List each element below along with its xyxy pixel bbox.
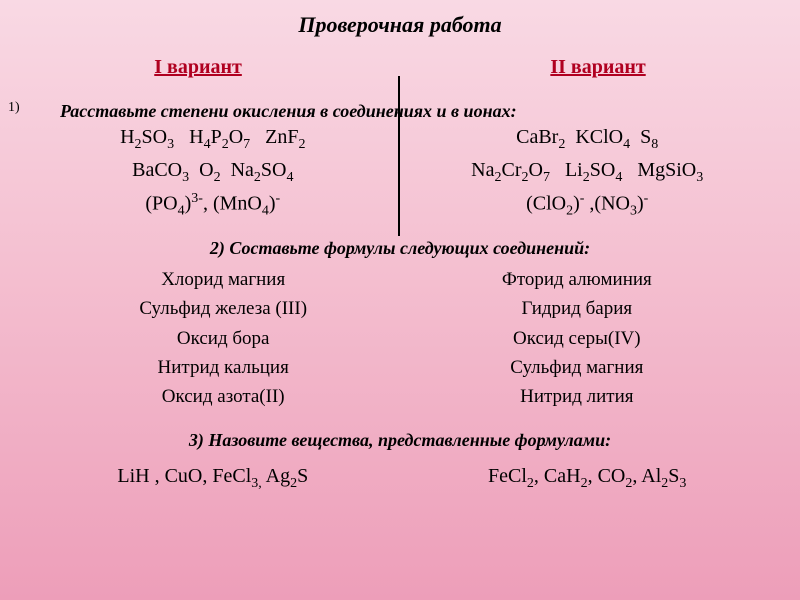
t1-left-line1: H2SO3 H4P2O7 ZnF2 xyxy=(40,122,386,155)
task1-right: CaBr2 KClO4 S8 Na2Cr2O7 Li2SO4 MgSiO3 (C… xyxy=(414,122,760,222)
t1-right-line2: Na2Cr2O7 Li2SO4 MgSiO3 xyxy=(414,155,760,188)
name-l2: Оксид бора xyxy=(60,324,386,353)
t1-left-line3: (PO4)3-, (MnO4)- xyxy=(40,188,386,222)
variants-row: I вариант II вариант xyxy=(0,56,800,79)
name-l0: Хлорид магния xyxy=(60,265,386,294)
task3-right: FeCl2, CaH2, CO2, Al2S3 xyxy=(414,465,760,492)
name-r1: Гидрид бария xyxy=(414,294,740,323)
t1-right-line3: (ClO2)- ,(NO3)- xyxy=(414,188,760,222)
task2-right: Фторид алюминия Гидрид бария Оксид серы(… xyxy=(414,265,740,412)
name-l1: Сульфид железа (III) xyxy=(60,294,386,323)
name-r4: Нитрид лития xyxy=(414,382,740,411)
t1-left-line2: BaCO3 O2 Na2SO4 xyxy=(40,155,386,188)
task1-left: H2SO3 H4P2O7 ZnF2 BaCO3 O2 Na2SO4 (PO4)3… xyxy=(40,122,386,222)
name-r3: Сульфид магния xyxy=(414,353,740,382)
name-l4: Оксид азота(II) xyxy=(60,382,386,411)
task-number-1: 1) xyxy=(8,100,20,116)
task3-label: 3) Назовите вещества, представленные фор… xyxy=(0,430,800,451)
task2-columns: Хлорид магния Сульфид железа (III) Оксид… xyxy=(0,265,800,412)
task1-columns: H2SO3 H4P2O7 ZnF2 BaCO3 O2 Na2SO4 (PO4)3… xyxy=(0,122,800,222)
variant-1: I вариант xyxy=(154,56,242,79)
name-r0: Фторид алюминия xyxy=(414,265,740,294)
task1-label: Расставьте степени окисления в соединени… xyxy=(0,101,800,122)
name-r2: Оксид серы(IV) xyxy=(414,324,740,353)
page-title: Проверочная работа xyxy=(0,0,800,38)
vertical-divider xyxy=(398,76,400,236)
task3-left: LiH , CuO, FeCl3, Ag2S xyxy=(40,465,386,492)
name-l3: Нитрид кальция xyxy=(60,353,386,382)
task3-columns: LiH , CuO, FeCl3, Ag2S FeCl2, CaH2, CO2,… xyxy=(0,465,800,492)
t1-right-line1: CaBr2 KClO4 S8 xyxy=(414,122,760,155)
task2-label: 2) Составьте формулы следующих соединени… xyxy=(0,238,800,259)
variant-2: II вариант xyxy=(550,56,645,79)
task2-left: Хлорид магния Сульфид железа (III) Оксид… xyxy=(60,265,386,412)
